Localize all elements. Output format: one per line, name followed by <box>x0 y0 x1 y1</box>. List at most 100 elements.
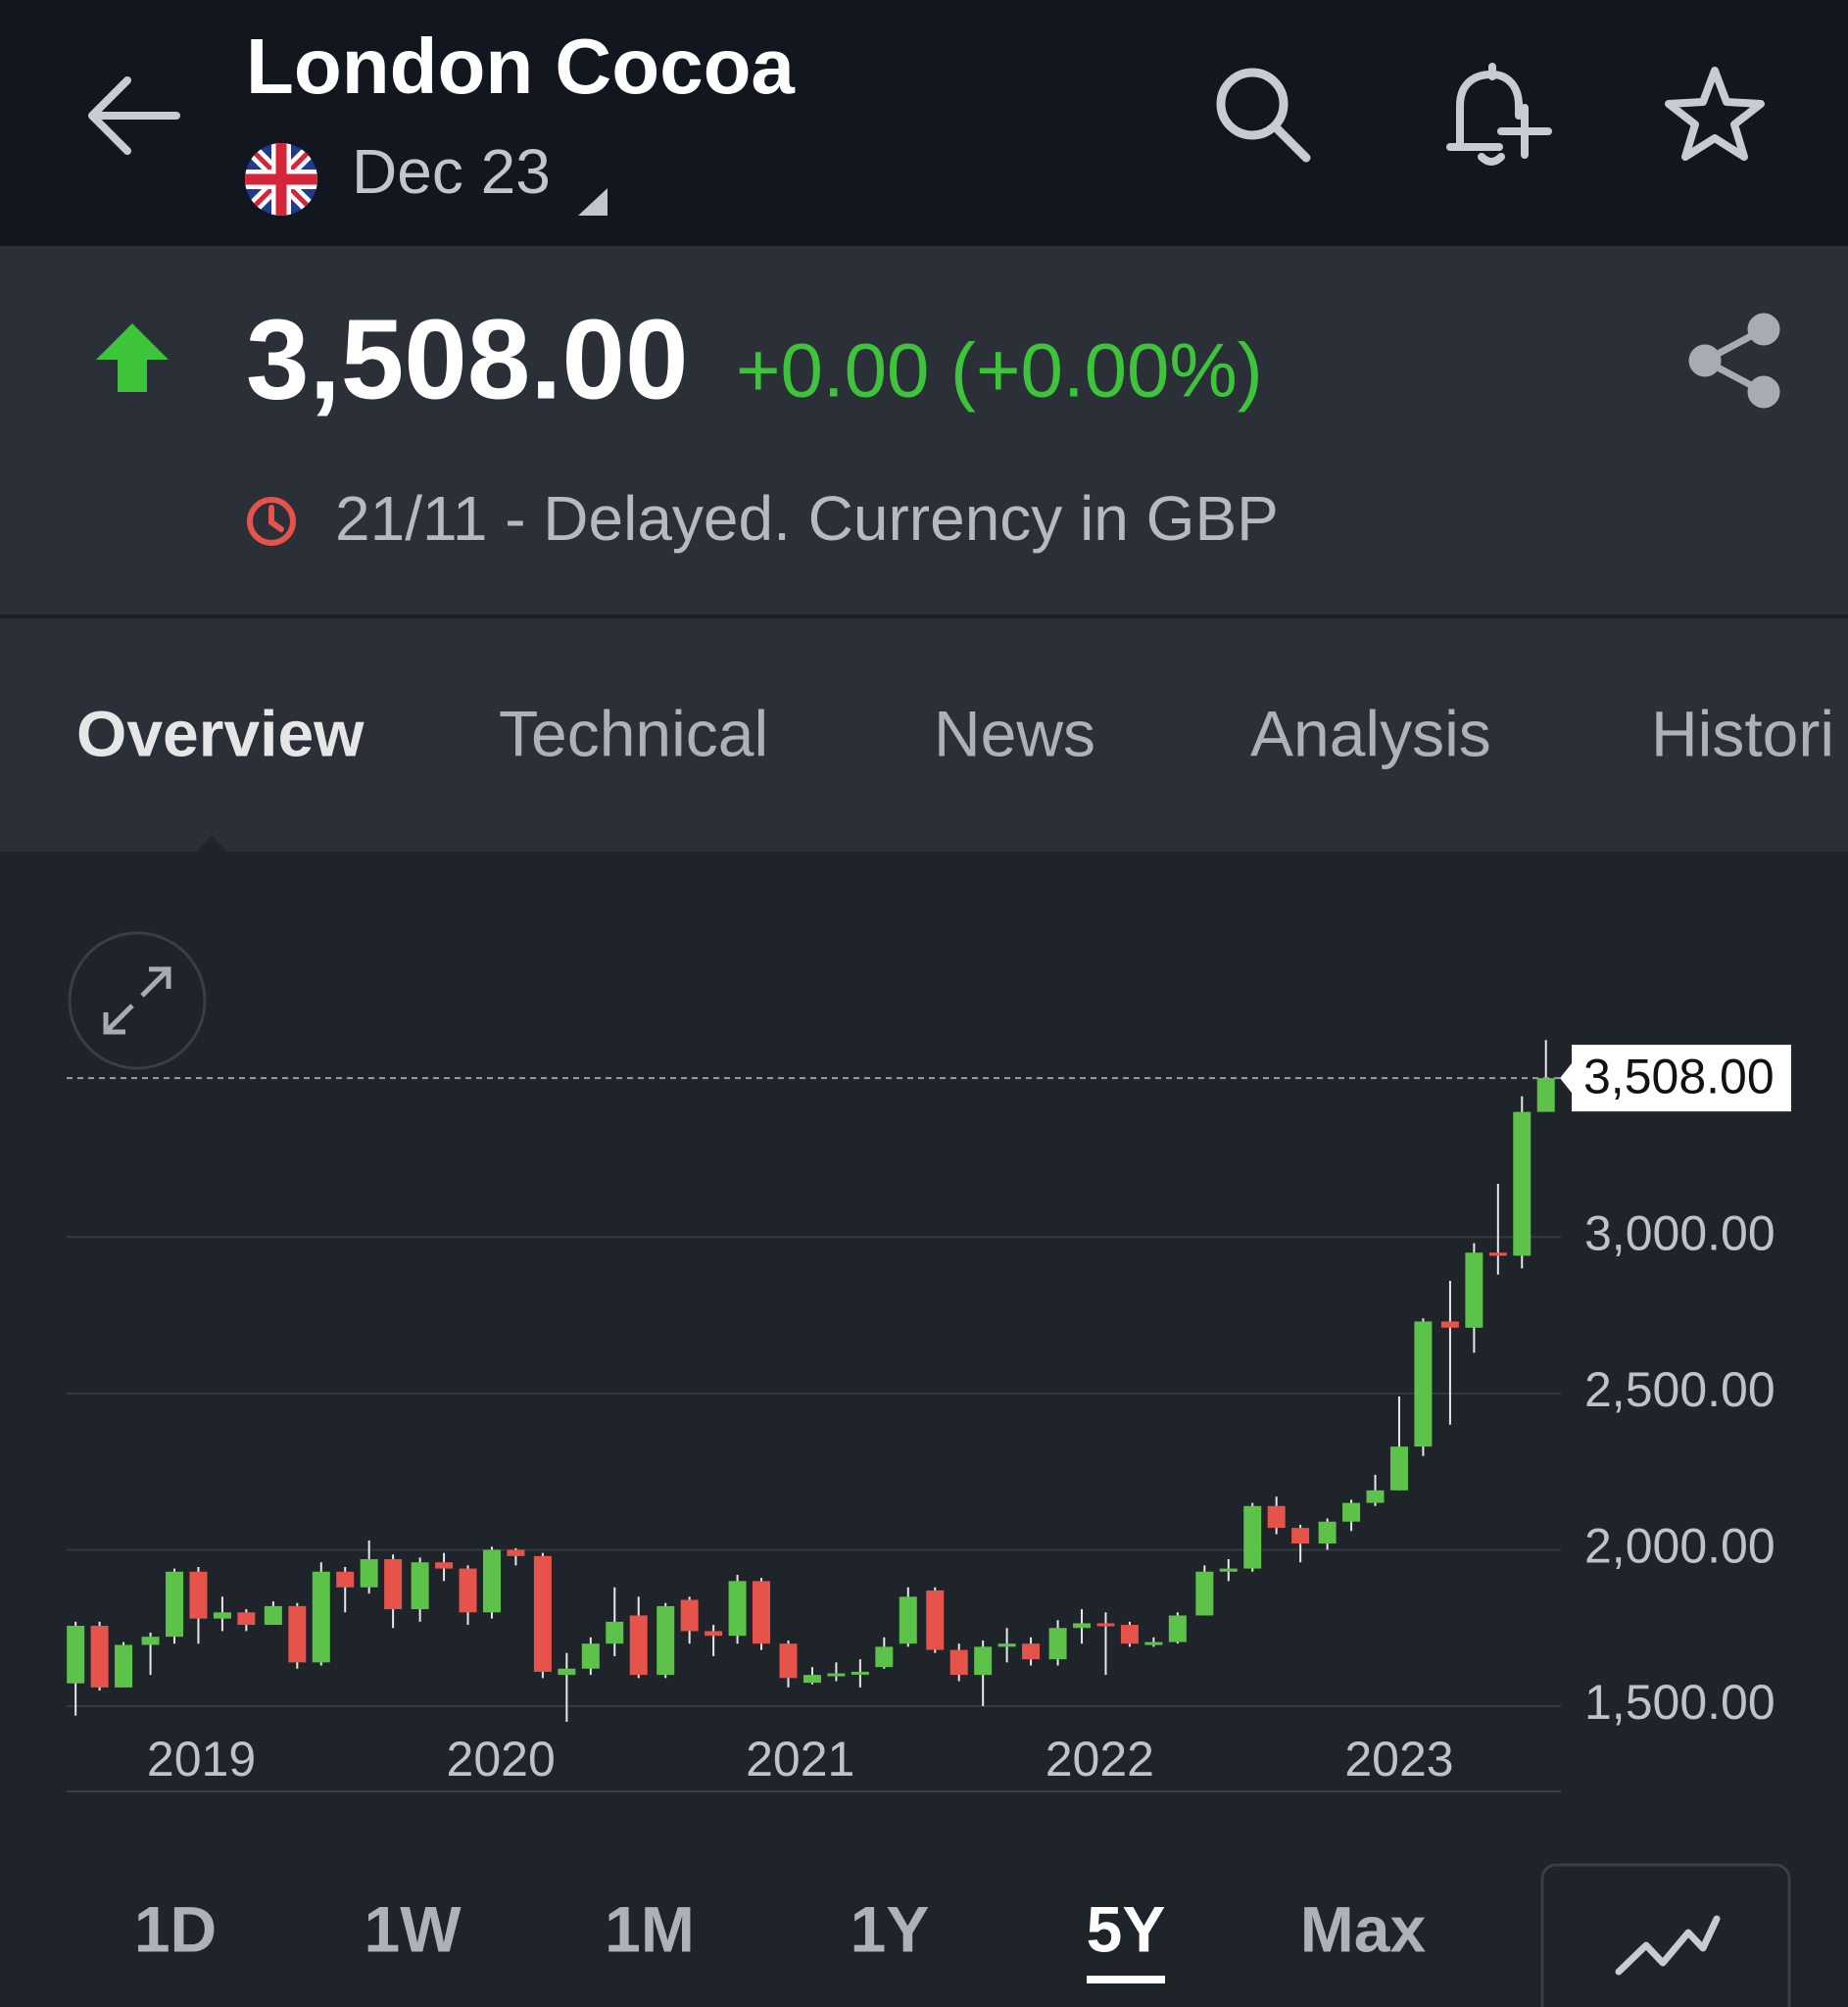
dropdown-indicator <box>578 188 608 216</box>
price-change: +0.00 (+0.00%) <box>736 327 1263 414</box>
candle-body <box>336 1571 355 1588</box>
candle-body <box>802 1675 821 1684</box>
candle-body <box>237 1612 256 1626</box>
candle-body <box>189 1571 208 1619</box>
candle-body <box>558 1668 576 1676</box>
share-button[interactable] <box>1688 313 1780 409</box>
share-node <box>1747 313 1780 346</box>
candle-body <box>288 1605 307 1663</box>
candle-body <box>264 1605 282 1626</box>
tab[interactable]: Overview <box>76 697 365 769</box>
candle-body <box>1073 1623 1092 1629</box>
back-button[interactable] <box>88 76 180 155</box>
candle-body <box>67 1626 85 1684</box>
candle-body <box>1366 1490 1385 1503</box>
candle-body <box>1536 1078 1555 1112</box>
y-tick-label: 3,000.00 <box>1584 1205 1775 1260</box>
share-node <box>1688 344 1722 377</box>
candle-body <box>1513 1111 1532 1256</box>
x-tick-label: 2019 <box>147 1732 256 1787</box>
candle-body <box>435 1562 454 1569</box>
candle-body <box>1389 1446 1408 1491</box>
period-button[interactable]: 5Y <box>1087 1892 1166 1965</box>
watchlist-star[interactable] <box>1665 67 1765 161</box>
period-button[interactable]: 1D <box>134 1892 217 1965</box>
period-button[interactable]: 1Y <box>851 1892 930 1965</box>
candle-body <box>581 1643 600 1669</box>
search-button[interactable] <box>1216 68 1311 163</box>
candle-body <box>1022 1643 1041 1660</box>
candle-body <box>1267 1505 1286 1529</box>
candle-body <box>90 1626 109 1688</box>
tab[interactable]: Histori <box>1651 697 1834 769</box>
candle-body <box>1219 1568 1238 1572</box>
line-chart-icon <box>1615 1915 1721 1976</box>
candle-body <box>875 1646 894 1668</box>
candle-body <box>213 1612 231 1619</box>
tab[interactable]: News <box>934 697 1095 769</box>
candle-body <box>753 1581 771 1644</box>
candle-body <box>728 1581 747 1637</box>
last-price: 3,508.00 <box>246 296 689 423</box>
period-button[interactable]: 1W <box>365 1892 462 1965</box>
candle-body <box>312 1571 330 1663</box>
candle-body <box>949 1649 968 1676</box>
period-button[interactable]: 1M <box>605 1892 695 1965</box>
candle-body <box>384 1559 403 1610</box>
candle-body <box>1168 1615 1187 1642</box>
y-tick-label: 2,500.00 <box>1584 1362 1775 1417</box>
candle-body <box>1195 1571 1214 1616</box>
y-tick-label: 1,500.00 <box>1584 1675 1775 1730</box>
contract-selector[interactable]: Dec 23 <box>352 136 551 207</box>
candle-body <box>705 1631 723 1637</box>
candle-body <box>482 1549 501 1613</box>
tab[interactable]: Analysis <box>1250 697 1491 769</box>
candle-body <box>974 1646 993 1676</box>
last-price-box <box>1572 1045 1791 1112</box>
candle-body <box>926 1590 945 1650</box>
candle-body <box>657 1605 675 1676</box>
candle-body <box>360 1559 378 1588</box>
search-handle <box>1271 122 1311 163</box>
tab[interactable]: Technical <box>499 697 768 769</box>
candle-body <box>459 1568 477 1613</box>
top-bar <box>0 0 1848 246</box>
candle-body <box>1318 1521 1337 1544</box>
search-icon <box>1216 68 1289 140</box>
candle-body <box>411 1562 429 1610</box>
candle-body <box>141 1637 160 1645</box>
divider <box>0 614 1848 618</box>
chart-type-button[interactable] <box>1540 1863 1791 2007</box>
candle-body <box>997 1643 1016 1647</box>
instrument-title: London Cocoa <box>246 23 795 110</box>
candle-body <box>1291 1528 1310 1544</box>
x-tick-label: 2023 <box>1344 1732 1453 1787</box>
expand-icon <box>103 966 171 1035</box>
candle-body <box>1414 1321 1433 1447</box>
tab-indicator <box>196 836 227 852</box>
candle-body <box>851 1671 869 1675</box>
candle-body <box>507 1549 525 1556</box>
candle-body <box>1440 1321 1459 1328</box>
candle-body <box>1243 1505 1262 1569</box>
uk-flag <box>245 143 317 216</box>
candle-body <box>1096 1623 1115 1627</box>
candle-body <box>533 1555 552 1672</box>
candle-body <box>1342 1502 1361 1522</box>
candle-body <box>606 1621 624 1644</box>
alert-button[interactable] <box>1446 63 1552 166</box>
back-arrow <box>88 76 180 155</box>
candle-body <box>899 1596 917 1644</box>
candle-body <box>680 1599 699 1632</box>
quote-panel <box>0 246 1848 614</box>
period-underline <box>1087 1976 1165 1983</box>
status-line: 21/11 - Delayed. Currency in GBP <box>335 483 1279 554</box>
candle-body <box>827 1673 846 1677</box>
x-tick-label: 2020 <box>447 1732 556 1787</box>
period-button[interactable]: Max <box>1300 1892 1427 1965</box>
up-arrow <box>96 323 169 392</box>
expand-button[interactable] <box>68 931 207 1070</box>
chart-panel <box>0 852 1848 2007</box>
